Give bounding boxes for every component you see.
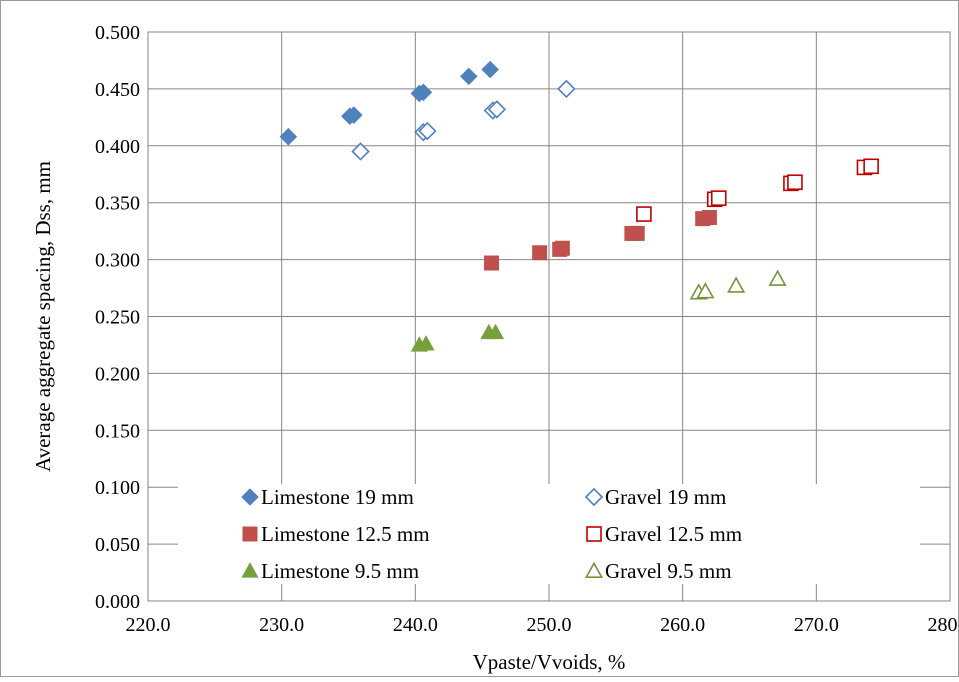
x-tick-label: 280.0 bbox=[928, 614, 959, 636]
y-tick-label: 0.250 bbox=[95, 307, 140, 329]
data-point bbox=[864, 159, 878, 173]
data-point bbox=[485, 256, 499, 270]
y-tick-label: 0.400 bbox=[95, 136, 140, 158]
y-tick-label: 0.450 bbox=[95, 79, 140, 101]
x-tick-label: 220.0 bbox=[126, 614, 171, 636]
y-tick-label: 0.150 bbox=[95, 420, 140, 442]
data-point bbox=[702, 210, 716, 224]
data-point bbox=[788, 175, 802, 189]
legend-marker bbox=[587, 527, 601, 541]
y-tick-label: 0.200 bbox=[95, 363, 140, 385]
legend-label: Gravel 12.5 mm bbox=[605, 522, 742, 546]
legend: Limestone 19 mm Gravel 19 mm Limestone 12.… bbox=[178, 484, 920, 584]
legend-label: Limestone 19 mm bbox=[261, 485, 414, 509]
data-point bbox=[555, 241, 569, 255]
legend-label: Gravel 19 mm bbox=[605, 485, 726, 509]
y-tick-label: 0.500 bbox=[95, 22, 140, 44]
y-axis-title: Average aggregate spacing, Dss, mm bbox=[31, 161, 55, 472]
data-point bbox=[712, 191, 726, 205]
legend-label: Limestone 12.5 mm bbox=[261, 522, 430, 546]
legend-label: Gravel 9.5 mm bbox=[605, 559, 732, 583]
y-tick-label: 0.000 bbox=[95, 591, 140, 613]
y-tick-label: 0.100 bbox=[95, 477, 140, 499]
x-tick-label: 240.0 bbox=[393, 614, 438, 636]
y-tick-label: 0.050 bbox=[95, 534, 140, 556]
y-tick-label: 0.300 bbox=[95, 250, 140, 272]
y-tick-label: 0.350 bbox=[95, 193, 140, 215]
x-axis-title: Vpaste/Vvoids, % bbox=[473, 650, 626, 674]
data-point bbox=[533, 246, 547, 260]
legend-marker bbox=[243, 527, 257, 541]
legend-label: Limestone 9.5 mm bbox=[261, 559, 419, 583]
x-tick-label: 230.0 bbox=[259, 614, 304, 636]
data-point bbox=[630, 226, 644, 240]
x-tick-label: 270.0 bbox=[794, 614, 839, 636]
data-point bbox=[637, 207, 651, 221]
x-tick-label: 260.0 bbox=[660, 614, 705, 636]
x-tick-label: 250.0 bbox=[527, 614, 572, 636]
